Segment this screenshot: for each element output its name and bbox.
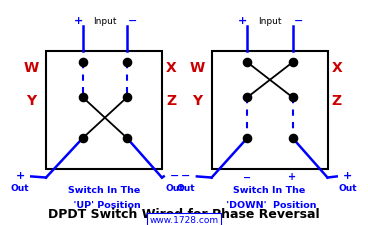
Bar bbox=[46, 52, 162, 169]
Text: −: − bbox=[243, 172, 251, 182]
Point bbox=[290, 137, 296, 140]
Text: Out: Out bbox=[177, 183, 195, 192]
Text: Y: Y bbox=[26, 93, 36, 107]
Text: −: − bbox=[181, 171, 191, 180]
Text: 'DOWN'  Position: 'DOWN' Position bbox=[223, 200, 316, 209]
Text: +: + bbox=[289, 172, 297, 182]
Text: Input: Input bbox=[258, 17, 282, 26]
Text: +: + bbox=[238, 16, 248, 26]
Text: X: X bbox=[331, 61, 342, 74]
Text: W: W bbox=[24, 61, 39, 74]
Bar bbox=[212, 52, 328, 169]
Point bbox=[244, 137, 250, 140]
Text: www.1728.com: www.1728.com bbox=[149, 215, 219, 224]
Text: Y: Y bbox=[192, 93, 202, 107]
Text: Z: Z bbox=[332, 93, 342, 107]
Point bbox=[124, 137, 130, 140]
Text: −: − bbox=[293, 16, 303, 26]
Point bbox=[80, 137, 86, 140]
Text: Input: Input bbox=[93, 17, 117, 26]
Text: +: + bbox=[74, 16, 83, 26]
Text: DPDT Switch Wired for Phase Reversal: DPDT Switch Wired for Phase Reversal bbox=[48, 207, 320, 220]
Text: Out: Out bbox=[339, 183, 357, 192]
Text: +: + bbox=[343, 171, 353, 180]
Point bbox=[290, 61, 296, 65]
Point bbox=[244, 61, 250, 65]
Point bbox=[124, 61, 130, 65]
Point bbox=[244, 96, 250, 100]
Point bbox=[80, 96, 86, 100]
Point bbox=[124, 96, 130, 100]
Point bbox=[290, 96, 296, 100]
Text: +: + bbox=[15, 171, 25, 180]
Text: Z: Z bbox=[166, 93, 176, 107]
Text: Switch In The: Switch In The bbox=[233, 186, 306, 195]
Text: 'UP' Position: 'UP' Position bbox=[67, 200, 141, 209]
Text: −: − bbox=[128, 16, 137, 26]
Point bbox=[80, 61, 86, 65]
Text: W: W bbox=[189, 61, 205, 74]
Text: −: − bbox=[170, 171, 180, 180]
Text: Out: Out bbox=[11, 183, 29, 192]
Text: Out: Out bbox=[166, 183, 184, 192]
Text: X: X bbox=[166, 61, 177, 74]
Text: Switch In The: Switch In The bbox=[68, 186, 140, 195]
